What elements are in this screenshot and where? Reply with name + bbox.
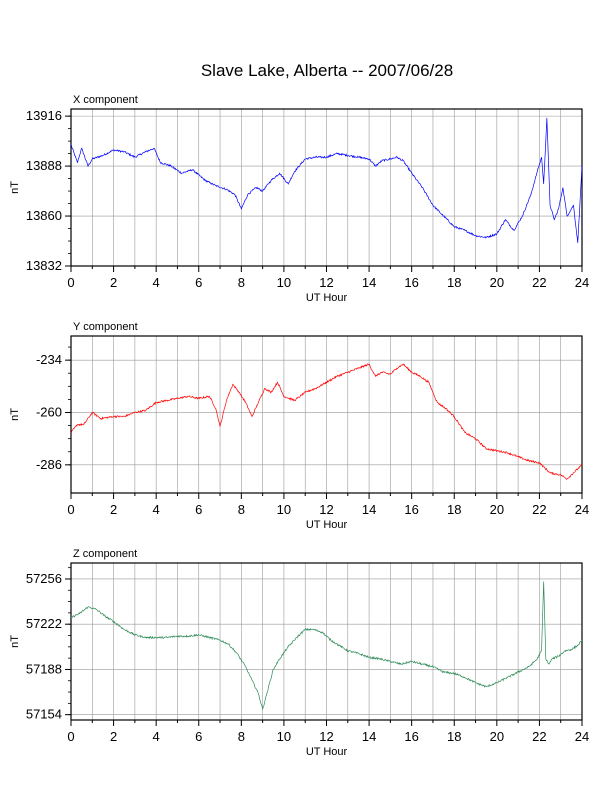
y-series-line <box>70 363 583 480</box>
x-x-tick-label: 18 <box>447 275 461 290</box>
y-x-tick-label: 0 <box>67 502 74 517</box>
x-panel-title: X component <box>73 94 138 106</box>
z-x-tick-label: 4 <box>153 729 160 744</box>
z-series-line <box>70 581 583 710</box>
z-y-tick-label: 57222 <box>26 616 62 631</box>
y-x-tick-label: 2 <box>110 502 117 517</box>
y-x-tick-label: 24 <box>575 502 589 517</box>
y-y-tick-label: -234 <box>36 352 62 367</box>
x-x-tick-label: 2 <box>110 275 117 290</box>
y-x-tick-label: 10 <box>277 502 291 517</box>
y-y-tick-label: -260 <box>36 404 62 419</box>
y-x-tick-label: 12 <box>319 502 333 517</box>
y-panel-title: Y component <box>73 321 138 333</box>
x-x-tick-label: 0 <box>67 275 74 290</box>
x-x-tick-label: 4 <box>153 275 160 290</box>
y-x-tick-label: 14 <box>362 502 376 517</box>
z-y-tick-label: 57188 <box>26 661 62 676</box>
z-x-tick-label: 14 <box>362 729 376 744</box>
y-x-tick-label: 4 <box>153 502 160 517</box>
z-x-tick-label: 10 <box>277 729 291 744</box>
z-x-tick-label: 24 <box>575 729 589 744</box>
x-y-tick-label: 13916 <box>26 108 62 123</box>
z-x-tick-label: 20 <box>490 729 504 744</box>
x-x-tick-label: 12 <box>319 275 333 290</box>
z-y-axis-label: nT <box>9 635 21 648</box>
z-x-tick-label: 2 <box>110 729 117 744</box>
x-x-tick-label: 6 <box>195 275 202 290</box>
y-x-tick-label: 22 <box>532 502 546 517</box>
x-y-tick-label: 13832 <box>26 258 62 273</box>
z-x-tick-label: 8 <box>238 729 245 744</box>
z-panel-title: Z component <box>73 548 137 560</box>
x-x-tick-label: 8 <box>238 275 245 290</box>
z-y-tick-label: 57256 <box>26 571 62 586</box>
y-x-tick-label: 18 <box>447 502 461 517</box>
x-x-tick-label: 20 <box>490 275 504 290</box>
y-y-axis-label: nT <box>9 408 21 421</box>
x-y-tick-label: 13860 <box>26 208 62 223</box>
x-y-tick-label: 13888 <box>26 158 62 173</box>
x-x-tick-label: 10 <box>277 275 291 290</box>
x-x-tick-label: 24 <box>575 275 589 290</box>
z-x-tick-label: 0 <box>67 729 74 744</box>
x-x-tick-label: 16 <box>404 275 418 290</box>
page-title: Slave Lake, Alberta -- 2007/06/28 <box>201 61 453 80</box>
y-y-tick-label: -286 <box>36 457 62 472</box>
z-y-tick-label: 57154 <box>26 707 62 722</box>
x-y-axis-label: nT <box>9 181 21 194</box>
x-series-line <box>70 117 583 243</box>
y-x-axis-label: UT Hour <box>306 519 348 531</box>
y-x-tick-label: 6 <box>195 502 202 517</box>
z-x-tick-label: 6 <box>195 729 202 744</box>
y-x-tick-label: 16 <box>404 502 418 517</box>
z-x-tick-label: 18 <box>447 729 461 744</box>
x-x-tick-label: 22 <box>532 275 546 290</box>
z-x-tick-label: 12 <box>319 729 333 744</box>
y-x-tick-label: 20 <box>490 502 504 517</box>
z-x-tick-label: 16 <box>404 729 418 744</box>
x-x-axis-label: UT Hour <box>306 292 348 304</box>
z-x-axis-label: UT Hour <box>306 746 348 758</box>
z-x-tick-label: 22 <box>532 729 546 744</box>
x-x-tick-label: 14 <box>362 275 376 290</box>
y-x-tick-label: 8 <box>238 502 245 517</box>
